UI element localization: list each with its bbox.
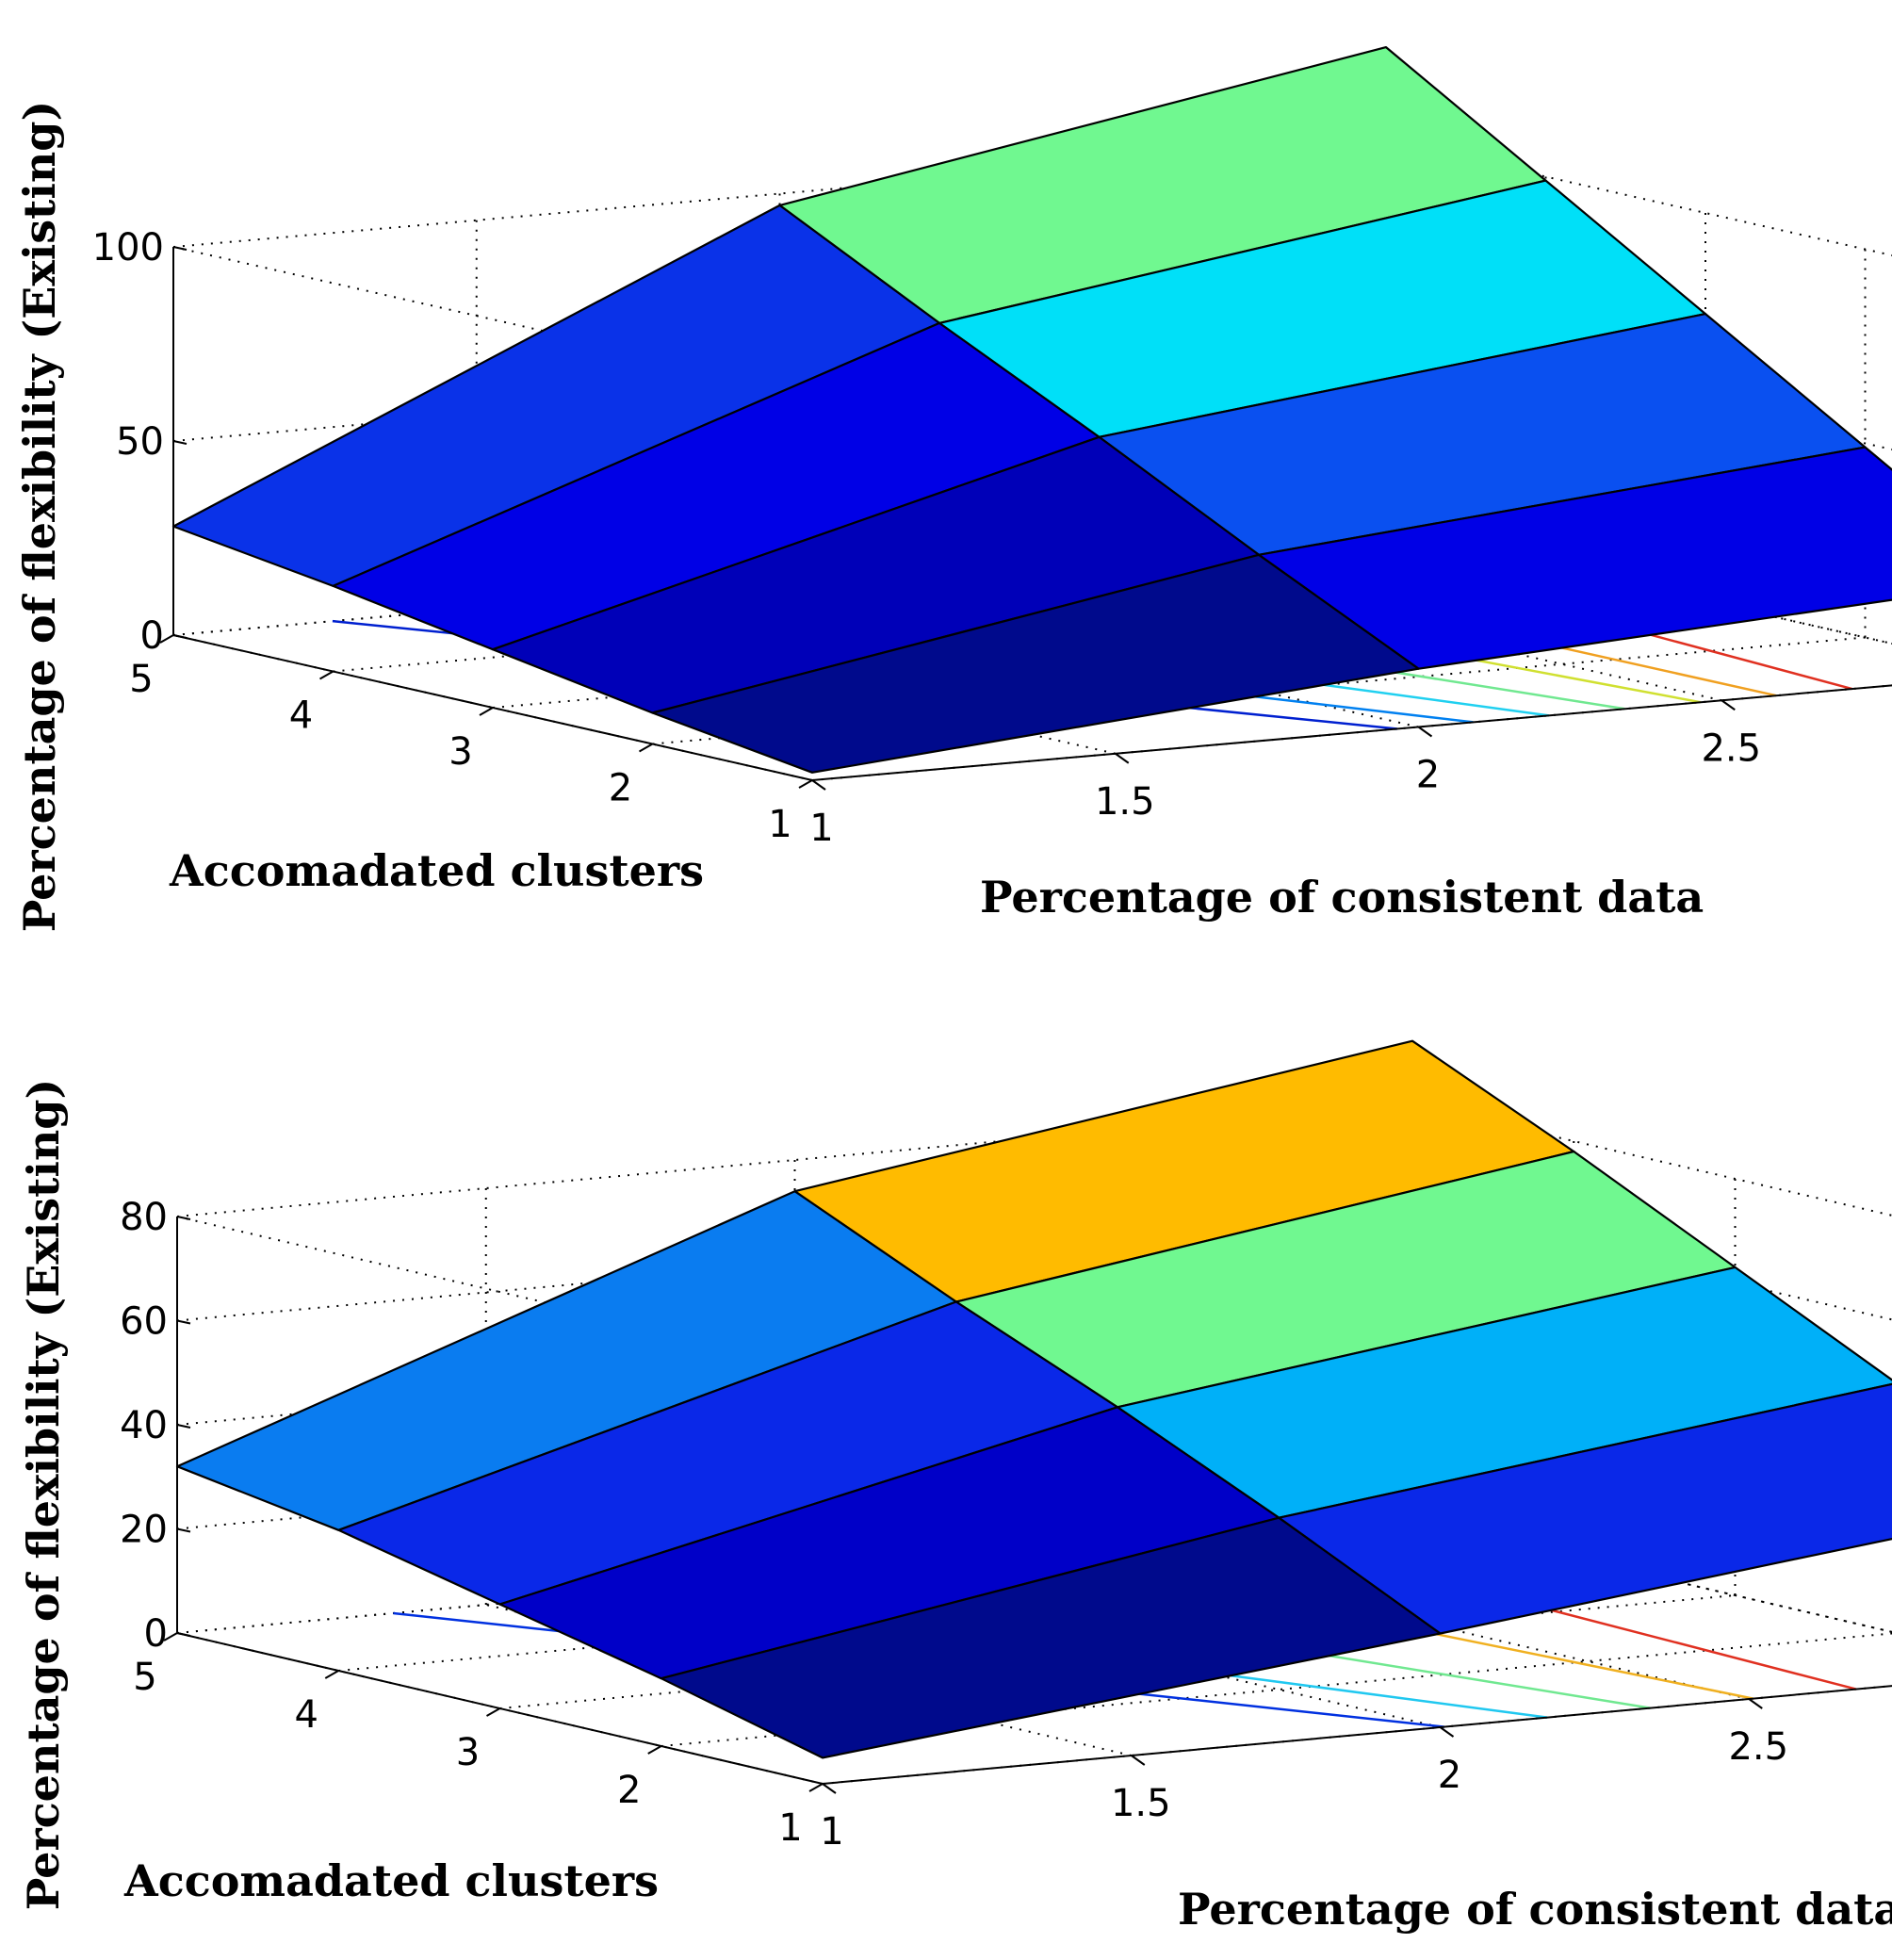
z-axis-label: Percentage of flexibility (Existing) <box>18 1079 69 1910</box>
y-tick-mark <box>808 1783 824 1792</box>
y-tick-label: 5 <box>133 1656 156 1699</box>
y-tick-mark <box>163 1632 178 1642</box>
y-tick-label: 4 <box>295 1693 318 1737</box>
y-tick-label: 5 <box>129 658 153 701</box>
y-tick-label: 1 <box>778 1806 802 1850</box>
y-tick-mark <box>159 634 174 644</box>
y-tick-mark <box>639 743 653 753</box>
z-tick-label: 50 <box>116 420 164 464</box>
x-tick-mark <box>1721 699 1736 711</box>
y-tick-label: 2 <box>617 1769 641 1812</box>
surface-facet <box>660 1516 1442 1759</box>
x-tick-mark <box>1115 752 1130 764</box>
y-tick-mark <box>324 1670 339 1679</box>
z-tick-label: 40 <box>120 1404 168 1447</box>
x-tick-label: 2.5 <box>1728 1725 1788 1769</box>
z-tick-label: 0 <box>140 614 164 658</box>
x-tick-mark <box>1439 1726 1455 1738</box>
y-axis-label: Accomadated clusters <box>169 845 704 896</box>
surface-plot-top: 11.522.5312345050100 Percentage of flexi… <box>14 45 1892 932</box>
z-tick-mark <box>172 246 188 251</box>
z-tick-mark <box>172 634 188 639</box>
x-tick-label: 1.5 <box>1111 1782 1171 1825</box>
surface-facet <box>651 553 1420 774</box>
z-tick-mark <box>176 1319 191 1325</box>
surface-plot-bottom: 11.522.5312345020406080 Percentage of fl… <box>18 1039 1892 1935</box>
x-axis-label: Percentage of consistent data <box>1178 1884 1892 1935</box>
z-tick-label: 20 <box>120 1509 168 1552</box>
z-tick-label: 0 <box>144 1612 168 1656</box>
x-tick-mark <box>1131 1755 1146 1766</box>
y-tick-mark <box>479 707 494 716</box>
grid-line <box>176 1216 824 1368</box>
x-tick-label: 1.5 <box>1095 780 1155 824</box>
z-tick-mark <box>176 1632 191 1637</box>
y-tick-label: 1 <box>768 803 791 846</box>
x-tick-mark <box>822 1783 837 1794</box>
x-tick-label: 2 <box>1416 754 1440 797</box>
x-tick-mark <box>811 779 826 791</box>
x-tick-label: 1 <box>809 807 833 850</box>
z-tick-label: 100 <box>92 226 164 270</box>
z-tick-mark <box>172 440 188 445</box>
x-tick-label: 2.5 <box>1701 727 1761 770</box>
x-tick-label: 2 <box>1438 1754 1461 1797</box>
z-tick-label: 80 <box>120 1196 168 1239</box>
x-tick-mark <box>1417 726 1433 738</box>
y-tick-mark <box>798 779 813 789</box>
z-tick-label: 60 <box>120 1300 168 1344</box>
y-axis-label: Accomadated clusters <box>123 1855 659 1906</box>
y-tick-mark <box>486 1707 500 1717</box>
z-axis-label: Percentage of flexibility (Existing) <box>14 101 65 932</box>
z-tick-mark <box>176 1527 191 1533</box>
y-tick-label: 2 <box>609 767 632 810</box>
y-tick-mark <box>319 670 334 680</box>
x-tick-label: 1 <box>820 1810 843 1854</box>
y-tick-mark <box>647 1745 662 1755</box>
x-tick-mark <box>1748 1698 1763 1709</box>
x-axis-label: Percentage of consistent data <box>980 872 1704 923</box>
z-tick-mark <box>176 1424 191 1429</box>
y-tick-label: 3 <box>456 1731 480 1774</box>
y-tick-label: 3 <box>449 730 472 774</box>
z-tick-mark <box>176 1216 191 1220</box>
y-tick-label: 4 <box>289 694 313 738</box>
